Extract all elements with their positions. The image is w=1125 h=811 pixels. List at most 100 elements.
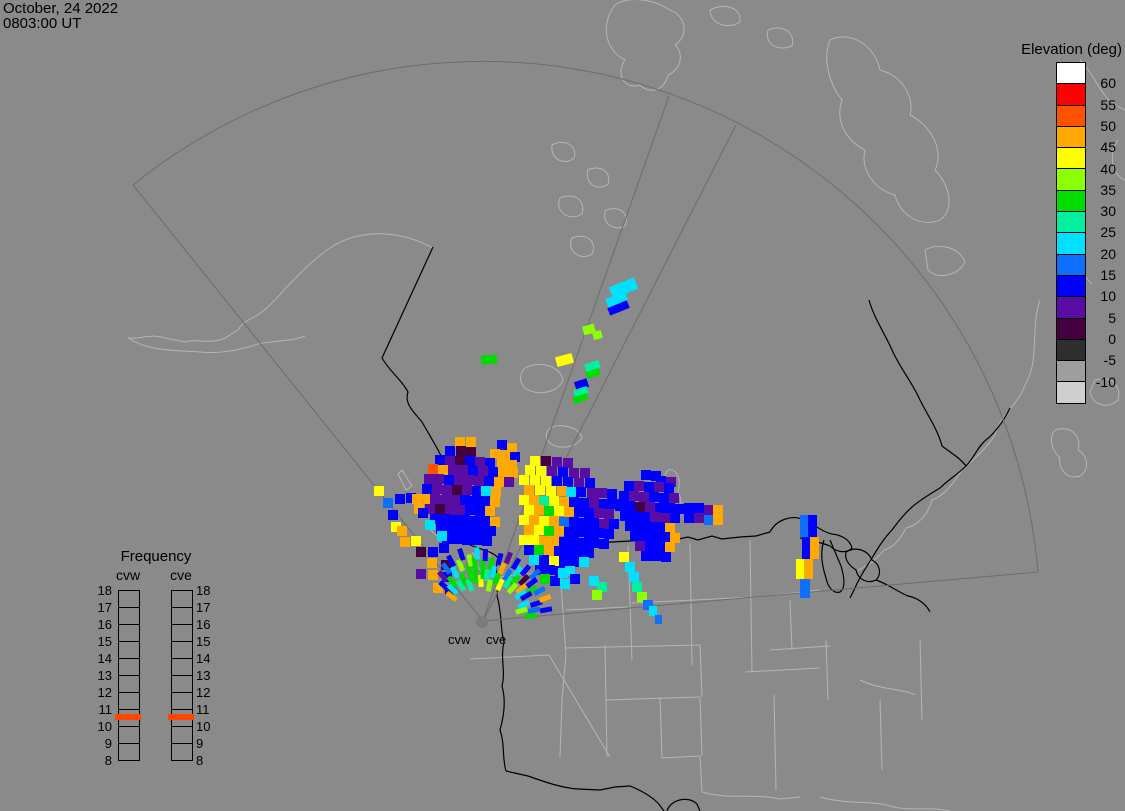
near-range-echo-cell: [466, 553, 474, 567]
echo-cell: [455, 456, 465, 466]
echo-cell: [564, 527, 574, 537]
echo-cell: [466, 525, 476, 535]
echo-cell: [604, 529, 614, 539]
echo-cell: [800, 515, 808, 537]
frequency-column-label-cvw: cvw: [115, 567, 141, 583]
echo-cell: [539, 496, 549, 506]
frequency-bar-cell: [119, 676, 139, 693]
echo-cell: [546, 486, 556, 496]
echo-cell: [480, 354, 498, 365]
echo-cell: [574, 527, 584, 537]
echo-cell: [800, 579, 810, 598]
frequency-marker-cvw: [115, 714, 141, 720]
echo-cell: [395, 494, 405, 504]
elevation-colorbar-cell: [1057, 84, 1085, 106]
near-range-echo-cell: [533, 585, 546, 596]
echo-cell: [579, 557, 589, 567]
time-label: 0803:00 UT: [3, 15, 82, 32]
echo-cell: [478, 466, 488, 476]
echo-cell: [524, 485, 534, 495]
echo-cell: [624, 481, 634, 491]
echo-cell: [460, 515, 470, 525]
frequency-bar-cell: [172, 693, 192, 710]
frequency-bar-cell: [172, 642, 192, 659]
echo-cell: [584, 508, 594, 518]
near-range-echo-cell: [519, 590, 533, 602]
frequency-column-label-cve: cve: [170, 567, 192, 583]
echo-cell: [435, 504, 445, 514]
arctic-island-baffin: [826, 36, 950, 223]
elevation-colorbar-label: 60: [1100, 75, 1116, 92]
echo-cell: [464, 475, 474, 485]
echo-cell: [605, 291, 628, 308]
echo-cell: [670, 533, 680, 543]
echo-cell: [584, 548, 594, 558]
near-range-echo-cell: [471, 571, 479, 585]
echo-cell: [476, 526, 486, 536]
echo-cell: [442, 572, 452, 582]
echo-cell: [508, 468, 518, 478]
echo-cell: [462, 485, 472, 495]
frequency-scale-label: 10: [97, 719, 112, 734]
near-range-echo-cell: [514, 589, 528, 601]
echo-cell: [428, 570, 438, 580]
frequency-scale-label: 14: [97, 651, 112, 666]
frequency-scale-label: 17: [196, 600, 211, 615]
echo-cell: [462, 535, 472, 545]
echo-cell: [654, 482, 664, 492]
near-range-echo-cell: [506, 582, 519, 595]
echo-cell: [474, 476, 484, 486]
frequency-bar-cell: [119, 591, 139, 608]
echo-cell: [665, 542, 675, 552]
elevation-colorbar-label: 55: [1100, 96, 1116, 113]
echo-cell: [559, 537, 569, 547]
echo-cell: [629, 491, 639, 501]
southampton-island: [924, 246, 966, 277]
echo-cell: [704, 505, 714, 515]
frequency-scale-label: 8: [196, 753, 204, 768]
echo-cell: [804, 559, 813, 579]
echo-cell: [539, 516, 549, 526]
echo-cell: [472, 535, 482, 545]
echo-cell: [485, 458, 495, 468]
echo-cell: [488, 467, 498, 477]
echo-cell: [529, 495, 539, 505]
frequency-bar-cell: [119, 744, 139, 760]
atlantic-coast: [857, 299, 1041, 571]
echo-cell: [630, 531, 640, 541]
echo-cell: [615, 501, 625, 511]
echo-cell: [437, 531, 447, 541]
echo-cell: [579, 518, 589, 528]
echo-cell: [675, 504, 685, 514]
echo-cell: [599, 499, 609, 509]
echo-cell: [374, 486, 384, 496]
echo-cell: [608, 277, 639, 299]
near-range-echo-cell: [474, 547, 481, 560]
echo-cell: [635, 541, 645, 551]
echo-cell: [484, 476, 494, 486]
elevation-colorbar: [1056, 62, 1086, 404]
echo-cell: [796, 559, 804, 579]
near-range-echo-cell: [517, 599, 531, 610]
echo-cell: [541, 456, 551, 466]
near-range-echo-cell: [436, 570, 449, 583]
elevation-colorbar-cell: [1057, 148, 1085, 170]
frequency-bar-cell: [172, 676, 192, 693]
state-borders-west: [469, 539, 753, 758]
echo-cell: [418, 508, 428, 518]
echo-cell: [694, 513, 704, 523]
echo-cell: [641, 551, 651, 561]
echo-cell: [434, 474, 444, 484]
echo-cell: [655, 503, 665, 513]
echo-cell: [539, 555, 549, 565]
elevation-colorbar-label: 25: [1100, 224, 1116, 241]
echo-cell: [645, 502, 655, 512]
near-range-echo-cell: [465, 563, 475, 583]
echo-cell: [635, 502, 645, 512]
echo-cell: [422, 484, 432, 494]
echo-cell: [649, 492, 659, 502]
maritimes: [1050, 378, 1120, 478]
echo-cell: [456, 446, 466, 456]
echo-cell: [519, 495, 529, 505]
echo-cell: [592, 329, 603, 341]
